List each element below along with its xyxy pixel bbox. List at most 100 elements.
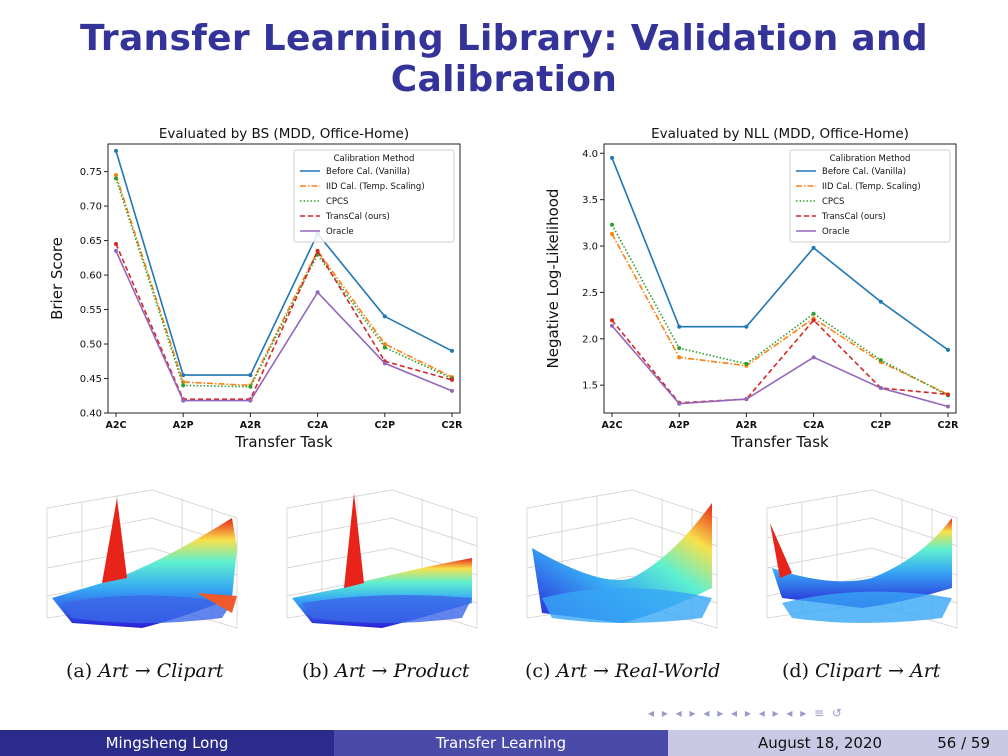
slide-title: Transfer Learning Library: Validation an… <box>80 18 928 100</box>
series-line-4 <box>611 325 949 408</box>
x-tick-label: A2R <box>240 420 262 431</box>
legend-entry: CPCS <box>822 197 844 207</box>
surface-plot-b <box>286 489 478 629</box>
data-point <box>677 355 682 360</box>
y-axis-label: Brier Score <box>48 237 66 320</box>
data-point <box>114 176 118 181</box>
series-line-3 <box>611 319 949 404</box>
data-point <box>248 398 253 403</box>
series-line-1 <box>611 233 949 396</box>
y-tick-label: 0.50 <box>80 340 102 351</box>
x-tick-label: A2C <box>106 420 127 431</box>
data-point <box>878 299 883 304</box>
series-line-2 <box>115 178 453 388</box>
series-line-1 <box>115 174 453 387</box>
y-tick-label: 0.40 <box>80 409 102 420</box>
data-point <box>744 397 749 402</box>
y-tick-label: 0.65 <box>80 236 102 247</box>
data-point <box>114 173 118 178</box>
x-axis-label: Transfer Task <box>234 433 333 451</box>
footer-page-number: 56 / 59 <box>937 734 990 752</box>
data-point <box>315 290 320 295</box>
y-tick-label: 2.5 <box>582 288 598 299</box>
series-line-4 <box>115 250 453 402</box>
data-point <box>382 342 387 347</box>
data-point <box>811 311 816 316</box>
series-line-0 <box>115 150 453 376</box>
data-point <box>811 355 816 360</box>
x-tick-label: C2P <box>871 420 892 431</box>
data-point <box>946 347 950 352</box>
y-tick-label: 1.5 <box>582 381 598 392</box>
plot-area <box>107 143 461 414</box>
legend-entry: Before Cal. (Vanilla) <box>822 167 906 177</box>
data-point <box>248 384 253 389</box>
y-tick-label: 0.55 <box>80 305 102 316</box>
legend-title: Calibration Method <box>334 154 415 164</box>
x-tick-label: C2R <box>938 420 960 431</box>
data-point <box>382 314 387 319</box>
x-tick-label: A2P <box>173 420 194 431</box>
x-tick-label: A2C <box>602 420 623 431</box>
data-point <box>181 373 186 378</box>
y-tick-label: 0.60 <box>80 271 102 282</box>
chart-negative-log-likelihood: Evaluated by NLL (MDD, Office-Home) 1.5 2.… <box>544 126 960 451</box>
data-point <box>114 242 118 247</box>
data-point <box>878 385 883 390</box>
slide-footer: Mingsheng Long Transfer Learning August … <box>0 730 1008 756</box>
data-point <box>811 245 816 250</box>
data-point <box>677 401 682 406</box>
y-tick-label: 3.5 <box>582 195 598 206</box>
series-line-3 <box>115 243 453 401</box>
data-point <box>744 361 749 366</box>
legend-entry: TransCal (ours) <box>821 212 886 222</box>
footer-date: August 18, 2020 <box>758 734 883 752</box>
data-point <box>677 346 682 351</box>
caption-c: (c) Art → Real-World <box>525 660 721 682</box>
x-axis-label: Transfer Task <box>730 433 829 451</box>
beamer-navigation-icons[interactable]: ◂ ▸ ◂ ▸ ◂ ▸ ◂ ▸ ◂ ▸ ◂ ▸ ≡ ↺ <box>648 706 844 720</box>
legend-entry: Oracle <box>822 227 850 237</box>
data-point <box>677 324 682 329</box>
legend-entry: IID Cal. (Temp. Scaling) <box>326 182 425 192</box>
data-point <box>610 231 614 236</box>
data-point <box>114 248 118 253</box>
legend-entry: TransCal (ours) <box>325 212 390 222</box>
data-point <box>181 398 186 403</box>
data-point <box>811 318 816 323</box>
data-point <box>610 222 614 227</box>
data-point <box>315 248 320 253</box>
footer-author: Mingsheng Long <box>105 734 229 752</box>
legend-title: Calibration Method <box>830 154 911 164</box>
y-tick-label: 0.70 <box>80 202 102 213</box>
legend-entry: IID Cal. (Temp. Scaling) <box>822 182 921 192</box>
caption-a: (a) Art → Clipart <box>66 660 224 682</box>
data-point <box>450 388 454 393</box>
surface-plot-d <box>766 489 958 629</box>
caption-d: (d) Clipart → Art <box>782 660 941 682</box>
data-point <box>181 383 186 388</box>
chart-title: Evaluated by BS (MDD, Office-Home) <box>159 126 409 142</box>
y-tick-label: 0.75 <box>80 167 102 178</box>
surface-plot-a <box>46 489 238 629</box>
x-tick-label: C2P <box>375 420 396 431</box>
legend <box>293 149 455 243</box>
y-tick-label: 0.45 <box>80 374 102 385</box>
data-point <box>610 155 614 160</box>
data-point <box>382 361 387 366</box>
legend-entry: Before Cal. (Vanilla) <box>326 167 410 177</box>
data-point <box>878 358 883 363</box>
chart-brier-score: Evaluated by BS (MDD, Office-Home) 0.40 0.… <box>48 126 464 451</box>
data-point <box>946 392 950 397</box>
legend-entry: Oracle <box>326 227 354 237</box>
x-tick-label: A2P <box>669 420 690 431</box>
x-tick-label: C2R <box>442 420 464 431</box>
y-axis-label: Negative Log-Likelihood <box>544 189 562 369</box>
data-point <box>610 318 614 323</box>
footer-talk-title: Transfer Learning <box>435 734 567 752</box>
x-tick-label: C2A <box>803 420 825 431</box>
data-point <box>450 348 454 353</box>
chart-title: Evaluated by NLL (MDD, Office-Home) <box>651 126 909 142</box>
data-point <box>610 323 614 328</box>
y-tick-label: 4.0 <box>582 149 598 160</box>
